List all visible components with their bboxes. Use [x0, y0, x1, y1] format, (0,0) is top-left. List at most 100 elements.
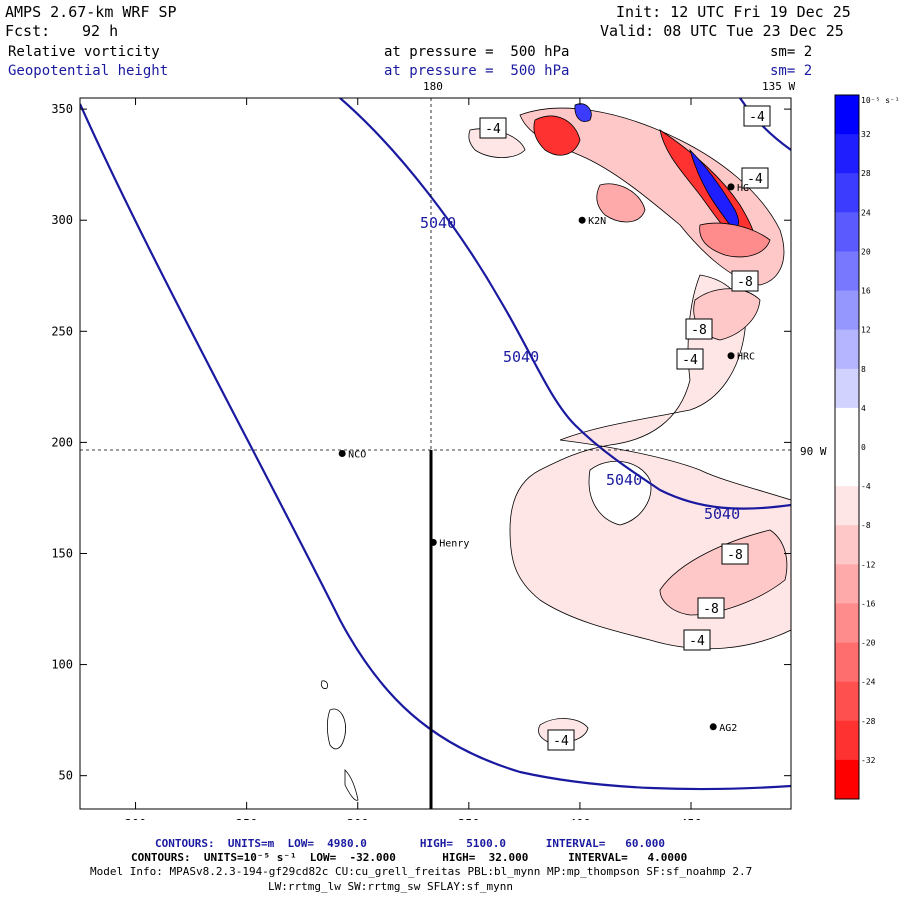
colorbar-label: 16 — [861, 287, 871, 296]
colorbar-swatch — [835, 447, 859, 487]
footer-height-contours: CONTOURS: UNITS=m LOW= 4980.0 HIGH= 5100… — [155, 837, 665, 850]
height-contour-east — [339, 98, 791, 510]
vorticity-label-box — [676, 348, 704, 370]
vorticity-label: -4 — [747, 172, 763, 187]
valid-time: Valid: 08 UTC Tue 23 Dec 25 — [600, 22, 844, 40]
y-tick-label: 350 — [51, 102, 73, 116]
colorbar-swatch — [835, 720, 859, 761]
colorbar: 10⁻⁵ s⁻¹ 32 28 24 20 16 12 8 4 0 -4 -8 -12 -16 -20 -24… — [834, 94, 900, 800]
vorticity-patch-k2n — [596, 183, 646, 223]
y-tick-label: 250 — [51, 324, 73, 338]
lon-label-90w: 90 W — [800, 445, 827, 458]
contour-small-3 — [320, 680, 329, 689]
vorticity-label-box — [697, 597, 725, 619]
colorbar-swatch — [835, 642, 859, 683]
forecast-label: Fcst: — [5, 22, 51, 40]
colorbar-swatch — [835, 564, 859, 604]
station-label: K2N — [588, 216, 606, 227]
colorbar-swatch — [835, 368, 859, 409]
contour-small-1 — [326, 708, 347, 750]
station-marker — [338, 450, 346, 457]
station-label: NCO — [348, 450, 366, 461]
colorbar-label: 32 — [861, 130, 871, 139]
vorticity-label-box — [479, 117, 507, 139]
height-label-2: 5040 — [503, 348, 539, 366]
vorticity-hole — [588, 461, 652, 526]
footer-physics-info: LW:rrtmg_lw SW:rrtmg_sw SFLAY:sf_mynn — [268, 880, 514, 893]
vorticity-label: -8 — [703, 602, 719, 617]
init-time: Init: 12 UTC Fri 19 Dec 25 — [616, 3, 851, 21]
height-label-1: 5040 — [420, 214, 456, 232]
colorbar-label: 8 — [861, 365, 866, 374]
colorbar-label: 0 — [861, 443, 866, 452]
footer-vorticity-contours: CONTOURS: UNITS=10⁻⁵ s⁻¹ LOW= -32.000 HI… — [131, 851, 688, 864]
footer-model-info: Model Info: MPASv8.2.3-194-gf29cd82c CU:… — [90, 865, 753, 878]
x-tick-label: 450 — [680, 817, 702, 820]
vorticity-label: -4 — [553, 734, 569, 749]
x-tick-label: 350 — [458, 817, 480, 820]
field2-level: at pressure = 500 hPa — [384, 63, 570, 79]
field1-smoothing: sm= 2 — [770, 44, 813, 60]
field2-smoothing: sm= 2 — [770, 63, 813, 79]
vorticity-label: -8 — [727, 548, 743, 563]
vorticity-label: -4 — [485, 122, 501, 137]
vorticity-map: 200250300350400450 35030025020015010050 … — [51, 80, 827, 820]
colorbar-swatch — [835, 486, 859, 526]
colorbar-swatch — [835, 251, 859, 292]
y-tick-label: 50 — [59, 769, 73, 783]
colorbar-swatch — [835, 95, 859, 135]
lon-label-135w: 135 W — [762, 80, 795, 93]
colorbar-label: 12 — [861, 326, 871, 335]
vorticity-label: -8 — [691, 323, 707, 338]
contour-small-2 — [344, 769, 359, 801]
colorbar-swatch — [835, 681, 859, 722]
vorticity-label-box — [741, 167, 769, 189]
vorticity-label: -4 — [689, 634, 705, 649]
colorbar-swatch — [835, 329, 859, 370]
station-marker — [429, 538, 437, 546]
colorbar-label: -32 — [861, 756, 876, 765]
station-marker — [727, 352, 735, 360]
x-tick-label: 250 — [236, 817, 258, 820]
colorbar-swatch — [835, 212, 859, 252]
height-contour-ne — [739, 98, 791, 151]
vorticity-label: -8 — [737, 275, 753, 290]
vorticity-label-box — [683, 629, 711, 651]
colorbar-label: -20 — [861, 639, 876, 648]
vorticity-label: -4 — [682, 353, 698, 368]
field1-name: Relative vorticity — [8, 44, 160, 60]
vorticity-label-box — [547, 729, 575, 751]
lon-label-180: 180 — [423, 80, 443, 93]
colorbar-unit: 10⁻⁵ s⁻¹ — [861, 96, 900, 105]
colorbar-label: -24 — [861, 678, 876, 687]
colorbar-swatch — [835, 603, 859, 644]
colorbar-label: -4 — [861, 482, 871, 491]
colorbar-label: -28 — [861, 717, 876, 726]
colorbar-label: 20 — [861, 247, 871, 256]
field2-name: Geopotential height — [8, 63, 169, 79]
x-tick-label: 400 — [569, 817, 591, 820]
y-tick-label: 300 — [51, 213, 73, 227]
forecast-hours: 92 h — [82, 22, 119, 40]
station-marker — [709, 723, 717, 731]
colorbar-label: 24 — [861, 208, 871, 217]
vorticity-label-box — [743, 105, 771, 127]
colorbar-label: -12 — [861, 560, 876, 569]
station-label: Henry — [439, 538, 469, 549]
station-marker — [578, 216, 586, 224]
vorticity-cluster-west-blue — [574, 103, 592, 122]
colorbar-swatch — [835, 525, 859, 565]
station-label: AG2 — [719, 723, 737, 734]
y-tick-label: 100 — [51, 658, 73, 672]
colorbar-swatch — [835, 759, 859, 800]
y-tick-label: 150 — [51, 546, 73, 560]
vorticity-cluster-west — [533, 115, 581, 156]
vorticity-patch-minus8-south — [659, 529, 788, 616]
colorbar-label: -16 — [861, 599, 876, 608]
vorticity-patch-tail — [699, 222, 771, 258]
vorticity-label-box — [685, 318, 713, 340]
x-tick-label: 200 — [125, 817, 147, 820]
height-label-3: 5040 — [606, 471, 642, 489]
vorticity-label-box — [721, 543, 749, 565]
model-title: AMPS 2.67-km WRF SP — [5, 3, 177, 21]
